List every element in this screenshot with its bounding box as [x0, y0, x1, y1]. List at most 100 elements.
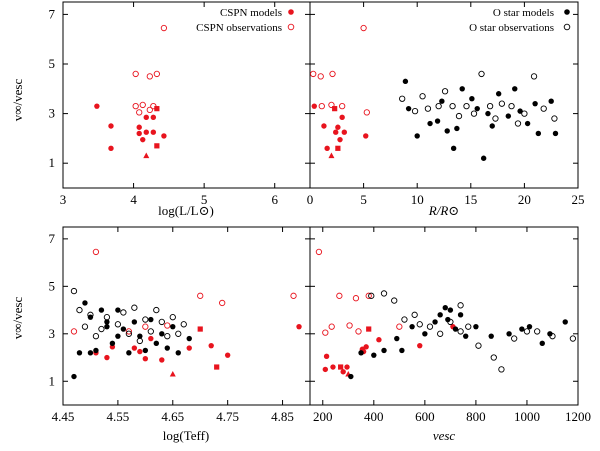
data-point [329, 70, 336, 78]
panel-p3: 1 3 5 7 4.45 4.55 4.65 4.75 4.85 [49, 226, 311, 424]
data-point [526, 323, 533, 330]
data-point [376, 337, 382, 343]
plot-frame [62, 226, 311, 406]
data-point [540, 105, 547, 112]
data-point [399, 347, 405, 354]
data-point [164, 322, 171, 329]
data-point [170, 323, 176, 330]
data-point [506, 331, 512, 337]
data-point [434, 118, 441, 124]
data-point [208, 342, 214, 349]
x-tick-label: 1200 [565, 409, 591, 424]
data-point [137, 333, 143, 339]
data-point [87, 350, 94, 356]
legend-marker-cspn-observations [287, 23, 295, 31]
data-point [463, 103, 470, 110]
data-point [330, 364, 336, 370]
data-point [76, 306, 83, 314]
series-o-star-models [348, 304, 568, 380]
data-point [511, 335, 518, 342]
data-point [333, 129, 339, 135]
data-point [142, 323, 149, 330]
data-point [126, 350, 132, 356]
data-point [335, 124, 341, 130]
data-point [328, 323, 335, 330]
data-point [82, 300, 88, 306]
data-point [92, 333, 100, 340]
data-point [131, 319, 138, 325]
data-point [447, 318, 454, 326]
x-tick-label: 25 [572, 192, 585, 207]
y-tick-label: 1 [49, 155, 56, 170]
data-point [547, 331, 553, 337]
data-point [419, 93, 426, 100]
data-point [92, 248, 100, 256]
data-point [296, 323, 302, 330]
x-tick-label: 10 [411, 192, 424, 207]
series-cspn-models-square- [197, 326, 220, 370]
data-point [505, 113, 512, 119]
data-point [76, 350, 83, 356]
data-point [363, 344, 369, 350]
data-point [399, 95, 406, 102]
data-point [475, 342, 482, 349]
data-point [142, 347, 149, 354]
series-cspn-models-triangle- [143, 152, 150, 159]
data-point [94, 103, 100, 109]
data-point [470, 110, 478, 117]
data-point [416, 321, 423, 328]
x-tick-label: 5 [201, 192, 208, 207]
data-point [125, 330, 133, 337]
panel-p2: 0 5 10 15 20 25 [307, 1, 585, 207]
data-point [422, 331, 428, 337]
data-point [459, 86, 465, 92]
data-point [411, 107, 419, 115]
data-point [70, 287, 78, 295]
data-point [323, 353, 330, 360]
data-point [366, 326, 372, 332]
data-point [158, 318, 165, 326]
data-point [71, 373, 77, 380]
data-point [457, 312, 464, 318]
legend-label-ostar-models: O star models [493, 7, 554, 19]
legend-label-cspn-observations: CSPN observations [196, 22, 282, 34]
data-point [142, 316, 149, 323]
data-point [321, 123, 327, 129]
data-point [439, 98, 445, 104]
data-point [214, 364, 220, 370]
data-point [391, 297, 398, 304]
data-point [136, 109, 143, 116]
data-point [435, 103, 442, 110]
data-point [120, 326, 127, 332]
data-point [109, 340, 116, 346]
data-point [402, 78, 409, 85]
data-point [552, 130, 559, 137]
series-o-star-models [71, 300, 192, 380]
data-point [489, 123, 495, 129]
data-point [346, 322, 353, 329]
data-point [108, 123, 114, 129]
data-point [380, 290, 388, 297]
data-point [512, 86, 518, 92]
data-point [154, 143, 160, 149]
data-point [87, 311, 94, 318]
series-cspn-models-triangle- [328, 152, 335, 159]
data-point [344, 364, 350, 370]
x-tick-label: 4 [130, 192, 137, 207]
data-point [549, 333, 556, 340]
x-tick-label: 4.65 [161, 409, 184, 424]
data-point [147, 328, 154, 335]
data-point [569, 335, 577, 342]
series-o-star-observations [399, 70, 558, 127]
data-point [332, 106, 338, 112]
ylabel-bottom: v∞/vesc [10, 297, 25, 340]
legend-marker-ostar-observations [563, 23, 571, 31]
data-point [492, 115, 499, 122]
data-point [340, 369, 346, 375]
series-o-star-models [402, 78, 559, 161]
data-point [161, 133, 167, 139]
data-point [159, 357, 165, 363]
data-point [125, 328, 133, 335]
data-point [335, 145, 341, 151]
data-point [224, 352, 231, 358]
